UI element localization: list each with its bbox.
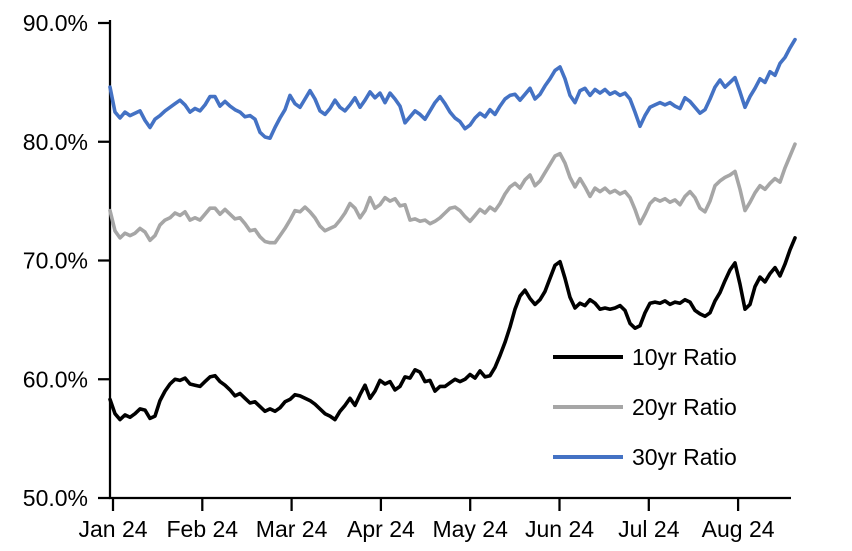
y-tick-label: 80.0% [23,129,88,155]
y-tick-label: 90.0% [23,10,88,36]
legend-label-20yr: 20yr Ratio [632,393,737,420]
x-tick-label: Jun 24 [525,516,594,542]
legend-line-swatch-30yr [553,455,623,459]
series-line-30yr-ratio [108,37,797,140]
series-line-10yr-ratio [108,236,797,422]
legend-line-swatch-20yr [553,405,623,409]
y-tick-label: 60.0% [23,366,88,392]
x-tick-label: Jul 24 [618,516,680,542]
x-tick-label: Feb 24 [166,516,238,542]
x-tick-label: May 24 [432,516,508,542]
legend-item-10yr-ratio: 10yr Ratio [553,332,737,382]
x-tick-label: Mar 24 [256,516,328,542]
legend-label-30yr: 30yr Ratio [632,443,737,470]
legend: 10yr Ratio 20yr Ratio 30yr Ratio [553,332,737,482]
x-tick-label: Aug 24 [702,516,775,542]
legend-line-swatch-10yr [553,355,623,359]
legend-item-30yr-ratio: 30yr Ratio [553,432,737,482]
legend-label-10yr: 10yr Ratio [632,343,737,370]
x-tick-label: Apr 24 [347,516,415,542]
series-line-20yr-ratio [108,142,797,245]
x-tick-label: Jan 24 [78,516,147,542]
y-tick-label: 50.0% [23,485,88,511]
legend-item-20yr-ratio: 20yr Ratio [553,382,737,432]
y-tick-label: 70.0% [23,248,88,274]
